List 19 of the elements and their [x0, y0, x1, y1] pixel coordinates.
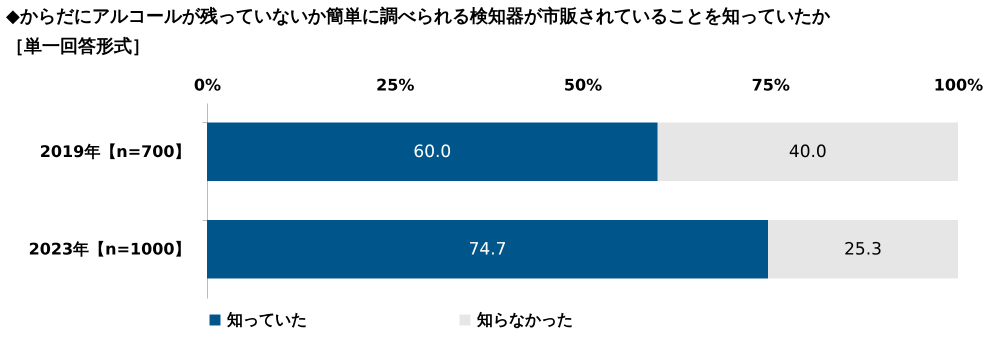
- data-label: 25.3: [844, 239, 882, 260]
- x-tick-label: 100%: [934, 76, 984, 94]
- y-tick-label: 2019年【n=700】: [40, 142, 190, 161]
- x-tick-label: 25%: [376, 76, 414, 94]
- bar: [207, 220, 768, 278]
- legend-label: 知っていた: [226, 310, 307, 329]
- chart-title: ◆からだにアルコールが残っていないか簡単に調べられる検知器が市販されていることを知っていたか: [6, 5, 830, 28]
- legend-label: 知らなかった: [476, 310, 573, 329]
- y-tick-label: 2023年【n=1000】: [28, 239, 190, 258]
- bar: [658, 122, 958, 181]
- x-tick-label: 50%: [564, 76, 602, 94]
- data-label: 40.0: [788, 142, 827, 162]
- bar: [207, 122, 658, 181]
- bar: [768, 220, 958, 278]
- x-tick-label: 0%: [194, 76, 222, 94]
- chart-subtitle: ［単一回答形式］: [6, 35, 150, 58]
- data-label: 74.7: [468, 239, 506, 260]
- x-tick-label: 75%: [752, 76, 790, 94]
- data-label: 60.0: [413, 142, 452, 162]
